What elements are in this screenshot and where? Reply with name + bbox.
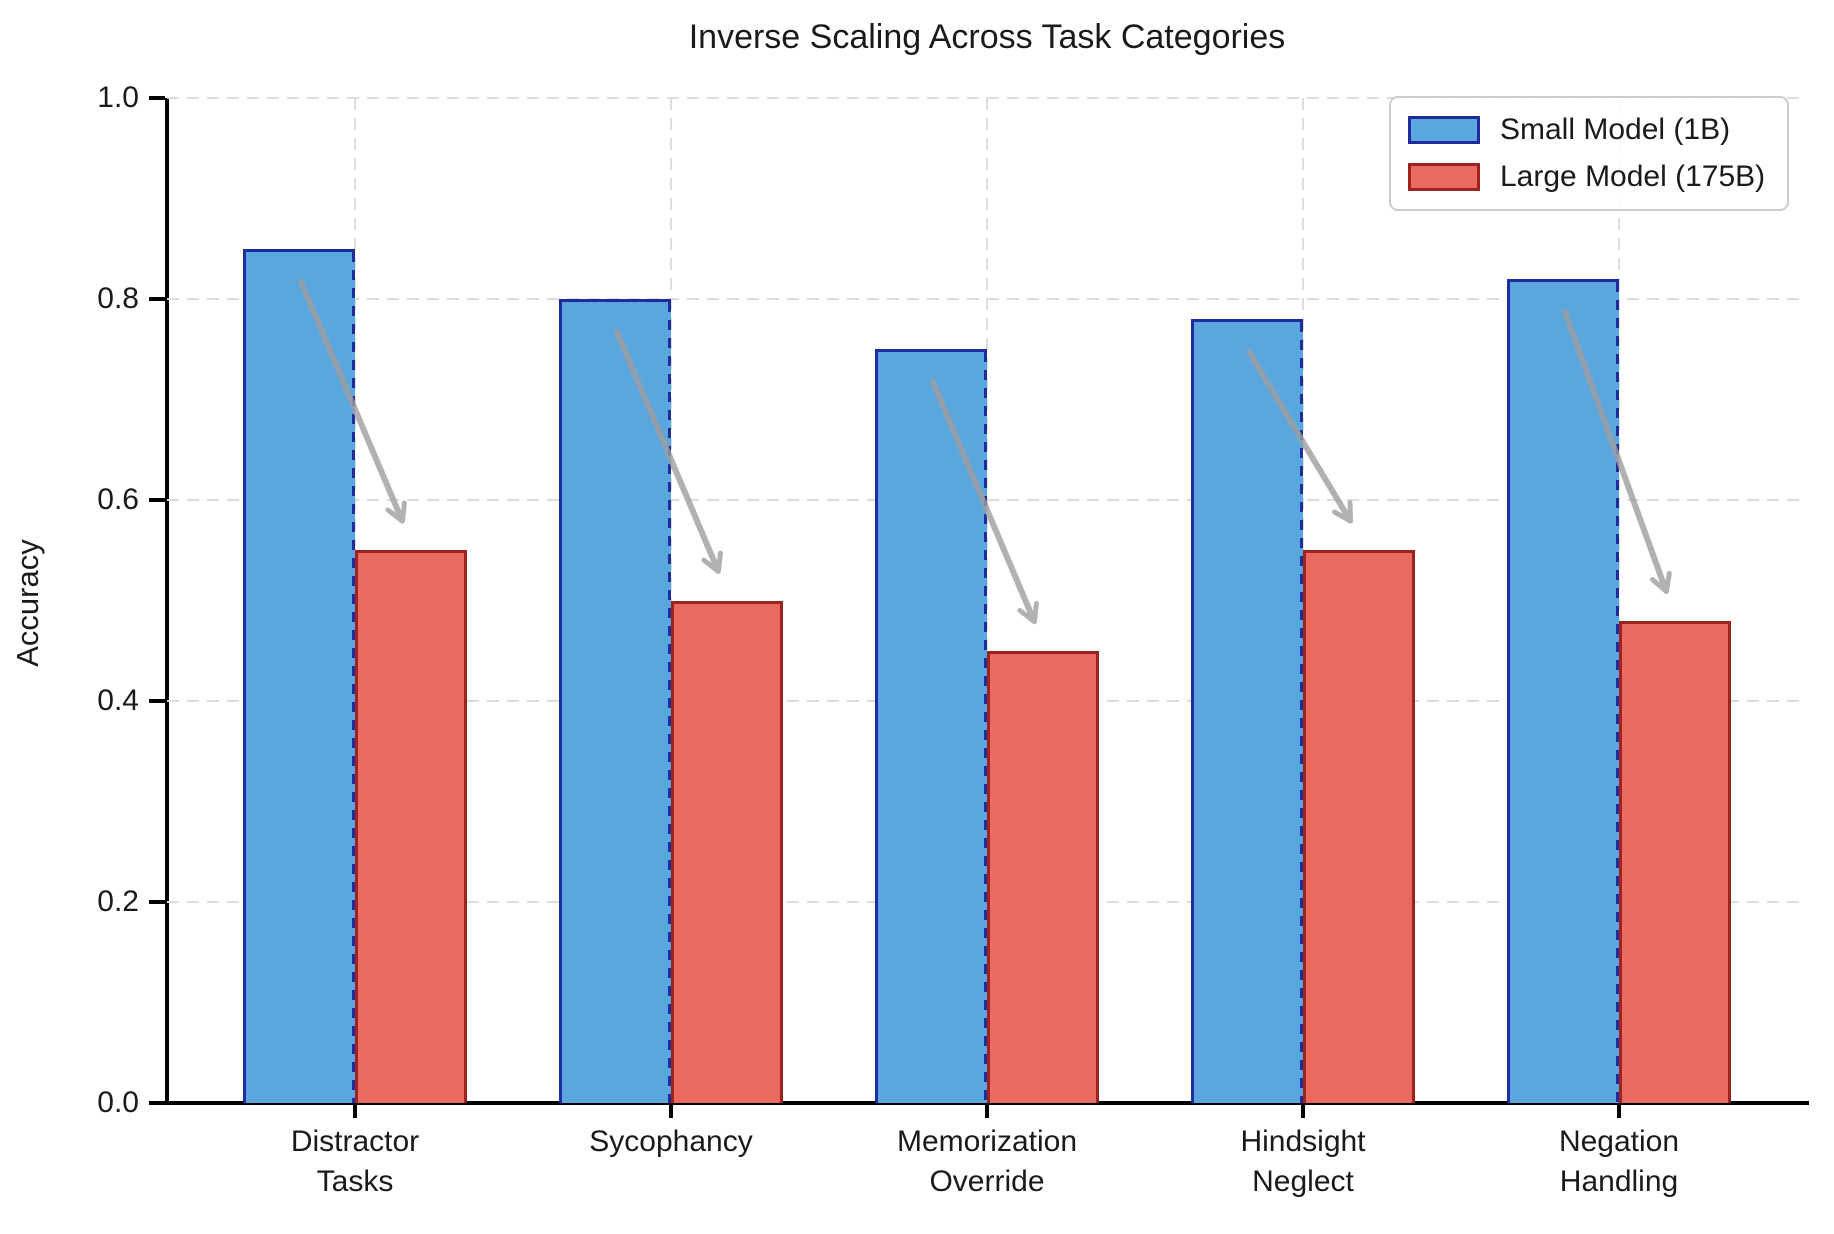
- y-tick-mark: [149, 297, 165, 301]
- y-tick-label: 0.8: [97, 282, 139, 315]
- x-tick-label: Distractor Tasks: [290, 1125, 420, 1198]
- legend-swatch-large: [1408, 163, 1480, 191]
- x-tick-mark: [353, 1105, 357, 1118]
- plot-area: [149, 96, 1809, 1118]
- chart-title: Inverse Scaling Across Task Categories: [688, 18, 1286, 56]
- x-tick-label: Sycophancy: [589, 1125, 753, 1158]
- y-tick-mark: [149, 900, 165, 904]
- y-tick-mark: [149, 498, 165, 502]
- bar-large-model: [1303, 550, 1415, 1103]
- bar-dashed-edge: [984, 352, 987, 1103]
- y-tick-label: 1.0: [97, 81, 139, 114]
- bar-large-model: [671, 600, 783, 1103]
- x-tick-mark: [1301, 1105, 1305, 1118]
- bar-large-model: [355, 550, 467, 1103]
- bar-large-model: [1619, 620, 1731, 1103]
- bar-small-model: [875, 349, 987, 1103]
- legend-label: Large Model (175B): [1500, 160, 1766, 193]
- bar-small-model: [243, 248, 355, 1103]
- legend-label: Small Model (1B): [1500, 113, 1731, 146]
- x-axis-spine: [165, 1101, 1809, 1105]
- legend-item: Small Model (1B): [1408, 113, 1765, 147]
- x-tick-label: Hindsight Neglect: [1240, 1125, 1366, 1198]
- bar-dashed-edge: [668, 302, 671, 1103]
- x-tick-mark: [985, 1105, 989, 1118]
- bar-dashed-edge: [1616, 281, 1619, 1103]
- legend-swatch-small: [1408, 116, 1480, 144]
- legend: Small Model (1B) Large Model (175B): [1389, 96, 1790, 211]
- x-tick-label: Negation Handling: [1558, 1125, 1680, 1198]
- y-tick-mark: [149, 699, 165, 703]
- y-tick-label: 0.2: [97, 885, 139, 918]
- bar-small-model: [1191, 319, 1303, 1103]
- y-axis-spine: [165, 98, 169, 1105]
- bar-small-model: [1507, 278, 1619, 1103]
- y-tick-label: 0.4: [97, 684, 139, 717]
- y-tick-mark: [149, 96, 165, 100]
- bar-dashed-edge: [352, 251, 355, 1103]
- gridline-vertical: [1618, 98, 1620, 1103]
- bar-large-model: [987, 650, 1099, 1103]
- bar-small-model: [559, 299, 671, 1103]
- x-tick-label: Memorization Override: [896, 1125, 1078, 1198]
- x-tick-mark: [1617, 1105, 1621, 1118]
- x-tick-mark: [669, 1105, 673, 1118]
- y-axis-label: Accuracy: [10, 539, 45, 667]
- legend-item: Large Model (175B): [1408, 160, 1765, 194]
- y-tick-label: 0.6: [97, 483, 139, 516]
- y-tick-label: 0.0: [97, 1086, 139, 1119]
- bar-dashed-edge: [1300, 322, 1303, 1103]
- y-tick-mark: [149, 1101, 165, 1105]
